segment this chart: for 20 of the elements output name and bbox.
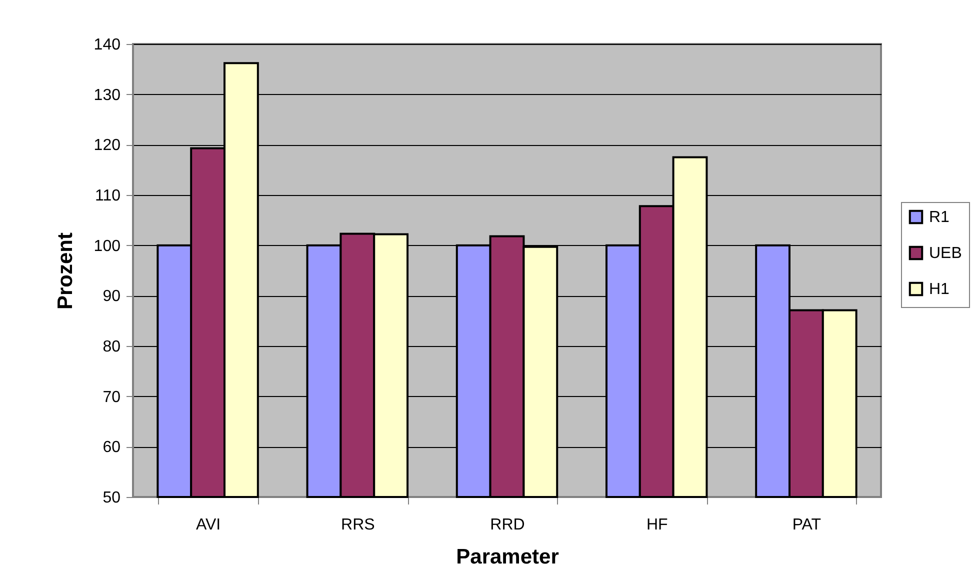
x-tick-label: AVI xyxy=(196,516,221,534)
y-tick-label: 80 xyxy=(102,338,121,356)
y-tick-label: 140 xyxy=(94,36,121,54)
legend-label: R1 xyxy=(929,209,950,226)
x-tick-label: HF xyxy=(646,516,668,534)
y-tick-label: 120 xyxy=(94,137,121,154)
y-tick-label: 90 xyxy=(102,288,121,306)
x-tick-label: PAT xyxy=(792,516,822,534)
y-tick-label: 60 xyxy=(102,439,121,456)
y-tick-label: 50 xyxy=(102,490,121,506)
x-axis-title: Parameter xyxy=(456,546,559,568)
legend-label: H1 xyxy=(929,281,950,298)
y-axis-title: Prozent xyxy=(54,232,77,310)
x-tick-label: RRD xyxy=(490,516,525,534)
y-tick-label: 110 xyxy=(94,188,121,204)
legend-label: UEB xyxy=(929,245,962,262)
y-tick-label: 70 xyxy=(102,388,121,406)
x-tick-label: RRS xyxy=(341,516,375,534)
y-tick-label: 100 xyxy=(94,238,121,255)
y-tick-label: 130 xyxy=(94,86,121,104)
